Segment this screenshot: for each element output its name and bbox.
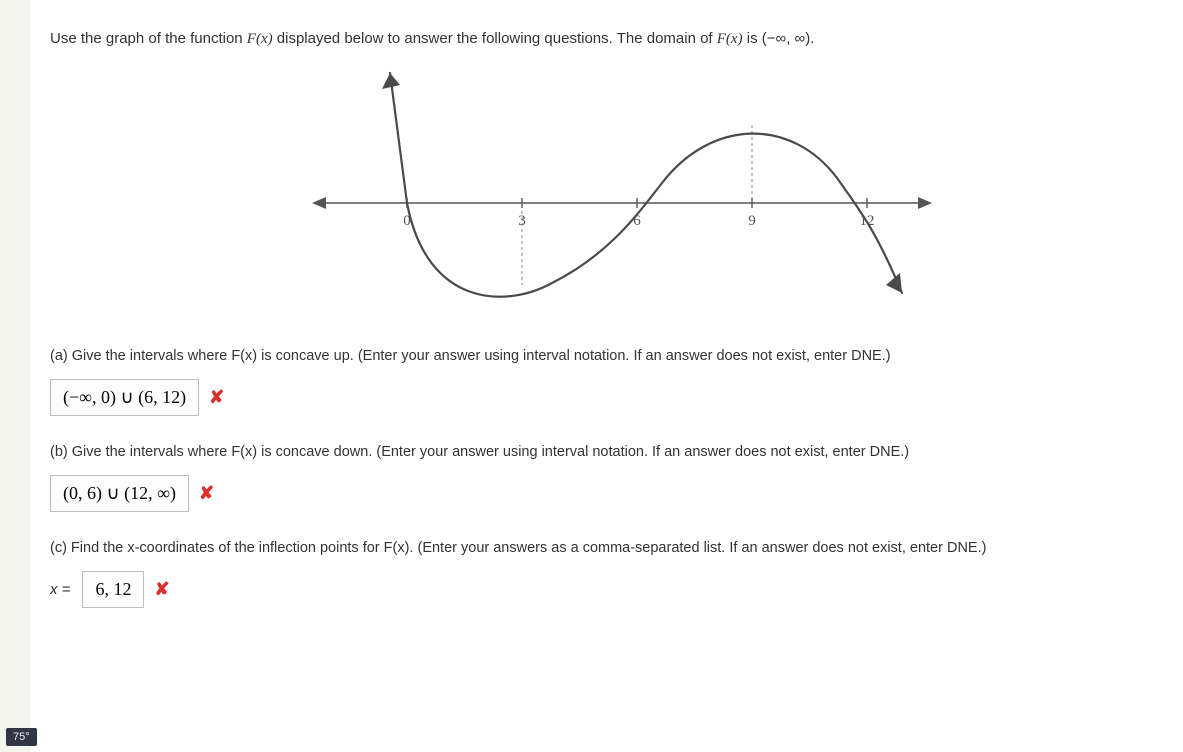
incorrect-icon: ✘ [199,483,214,504]
intro-prefix: Use the graph of the function [50,30,247,47]
svg-text:3: 3 [518,213,526,229]
question-intro: Use the graph of the function F(x) displ… [50,30,1153,48]
temperature-badge: 75° [6,728,37,746]
graph-container: 036912 [50,63,1153,318]
svg-text:9: 9 [748,213,756,229]
part-c-answer-box[interactable]: 6, 12 [82,571,144,608]
function-graph: 036912 [252,63,952,313]
part-c-prefix: x = [50,581,70,598]
part-a-text: (a) Give the intervals where F(x) is con… [50,348,1153,364]
question-page: Use the graph of the function F(x) displ… [30,0,1183,752]
incorrect-icon: ✘ [209,387,224,408]
part-c-answer-row: x = 6, 12 ✘ [50,571,170,608]
part-b-text: (b) Give the intervals where F(x) is con… [50,444,1153,460]
incorrect-icon: ✘ [154,579,169,600]
intro-mid: displayed below to answer the following … [273,30,717,47]
intro-suffix: is (−∞, ∞). [743,30,815,47]
part-a-answer-row: (−∞, 0) ∪ (6, 12) ✘ [50,379,1153,416]
part-b-answer-row: (0, 6) ∪ (12, ∞) ✘ [50,475,1153,512]
intro-fn1: F(x) [247,31,273,47]
part-b-answer-box[interactable]: (0, 6) ∪ (12, ∞) [50,475,189,512]
intro-fn2: F(x) [717,31,743,47]
part-c-text: (c) Find the x-coordinates of the inflec… [50,540,1153,556]
part-a-answer-box[interactable]: (−∞, 0) ∪ (6, 12) [50,379,199,416]
